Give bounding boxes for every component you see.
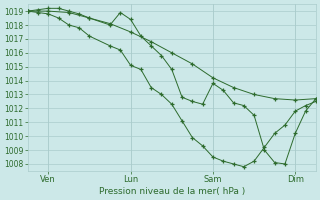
X-axis label: Pression niveau de la mer( hPa ): Pression niveau de la mer( hPa ) <box>99 187 245 196</box>
